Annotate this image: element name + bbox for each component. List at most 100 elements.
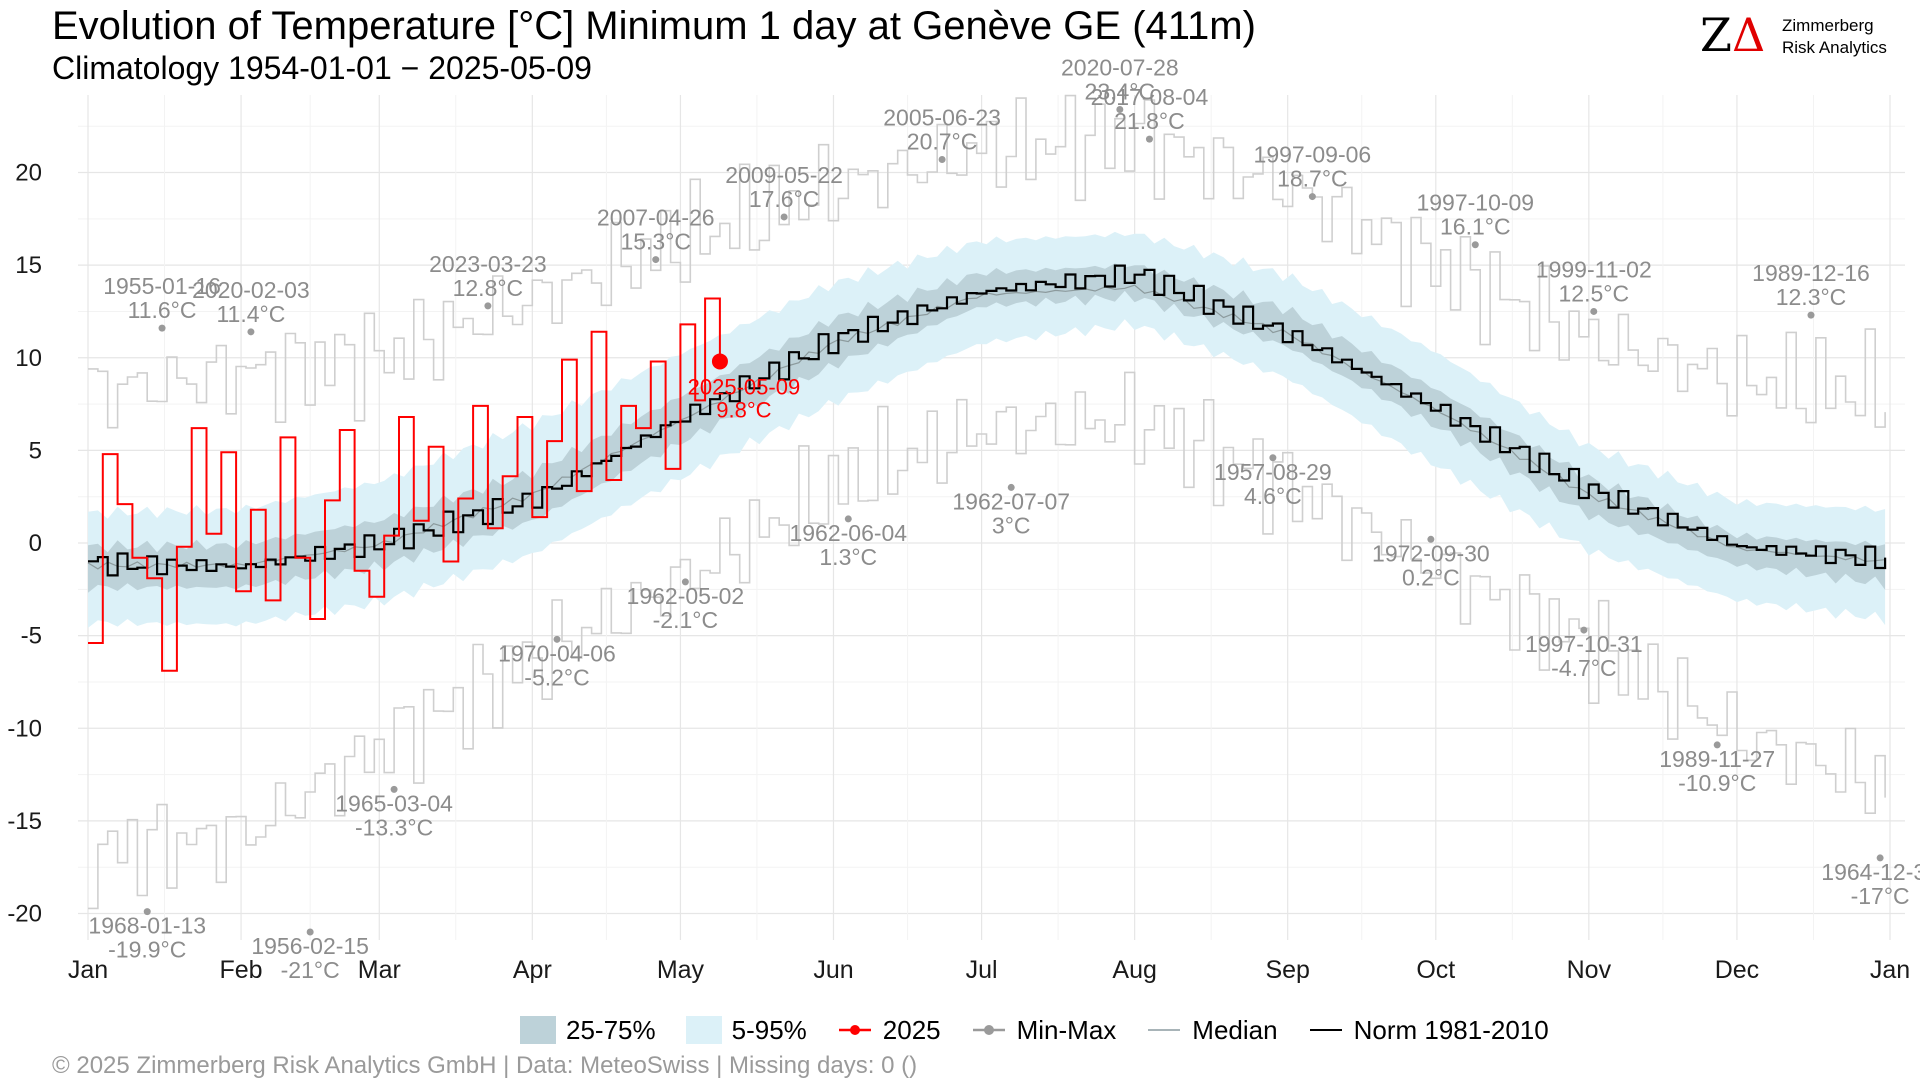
x-tick-label: Jun xyxy=(813,956,853,984)
min-record-point xyxy=(553,635,561,643)
max-record-point xyxy=(484,302,492,310)
legend-item: Median xyxy=(1146,1015,1278,1046)
band-5-95 xyxy=(88,231,1886,628)
y-tick-label: 0 xyxy=(29,530,42,557)
min-record-date: 1956-02-15 xyxy=(251,933,369,959)
max-record-value: 11.6°C xyxy=(128,297,197,323)
legend-swatch-dot xyxy=(983,1025,994,1035)
min-record-value: -17°C xyxy=(1851,883,1910,909)
max-record-date: 2007-04-26 xyxy=(597,205,715,231)
legend-swatch xyxy=(838,1025,871,1035)
temperature-chart: 2025-05-099.8°C 1955-01-1611.6°C2020-02-… xyxy=(7,55,1920,985)
min-record-date: 1989-11-27 xyxy=(1659,746,1775,772)
percentile-bands xyxy=(88,231,1886,628)
x-tick-label: May xyxy=(657,956,705,984)
max-record-value: 16.1°C xyxy=(1440,214,1511,240)
max-record-date: 2020-07-28 xyxy=(1061,55,1179,81)
max-record-value: 21.8°C xyxy=(1114,108,1185,134)
min-record-point xyxy=(1269,454,1277,462)
min-record-value: -13.3°C xyxy=(355,814,433,840)
max-record-point xyxy=(158,324,166,332)
y-tick-label: -5 xyxy=(21,623,42,650)
min-record-point xyxy=(1713,741,1721,749)
min-record-point xyxy=(844,515,852,523)
legend-swatch xyxy=(972,1025,1005,1035)
x-tick-label: Feb xyxy=(219,956,262,984)
min-record-date: 1970-04-06 xyxy=(498,640,616,666)
x-tick-label: Mar xyxy=(358,956,401,984)
brand-logo: ZΔ Zimmerberg Risk Analytics xyxy=(1700,10,1900,60)
max-record-point xyxy=(1308,193,1316,201)
legend-item: 2025 xyxy=(837,1015,941,1046)
min-record-date: 1972-09-30 xyxy=(1372,540,1490,566)
min-record-value: -2.1°C xyxy=(653,607,718,633)
min-record-value: -4.7°C xyxy=(1551,655,1616,681)
min-record-point xyxy=(390,785,398,793)
x-tick-label: Oct xyxy=(1416,956,1455,984)
max-record-value: 20.7°C xyxy=(907,129,978,155)
legend-swatch xyxy=(1309,1029,1342,1031)
min-record-value: -10.9°C xyxy=(1678,770,1756,796)
min-record-point xyxy=(1580,626,1588,634)
min-record-value: 0.2°C xyxy=(1402,564,1460,590)
x-tick-label: Sep xyxy=(1265,956,1309,984)
max-record-date: 2009-05-22 xyxy=(725,162,843,188)
min-record-date: 1968-01-13 xyxy=(88,913,206,939)
max-record-point xyxy=(1590,307,1598,315)
legend-label: 5-95% xyxy=(731,1014,807,1045)
min-record-date: 1962-07-07 xyxy=(952,488,1070,514)
y-tick-label: 10 xyxy=(15,345,42,372)
max-record-value: 11.4°C xyxy=(216,301,285,327)
legend-label: Min-Max xyxy=(1016,1014,1117,1045)
max-record-date: 1955-01-16 xyxy=(103,273,221,299)
max-record-value: 17.6°C xyxy=(749,186,820,212)
min-record-date: 1962-06-04 xyxy=(789,520,907,546)
current-point-value-label: 9.8°C xyxy=(716,397,771,422)
max-record-value: 15.3°C xyxy=(620,229,691,255)
y-tick-label: 15 xyxy=(15,252,42,279)
y-tick-label: 20 xyxy=(15,160,42,187)
legend-swatch-dot xyxy=(849,1025,860,1035)
max-record-date: 2023-03-23 xyxy=(429,251,547,277)
min-record-point xyxy=(1876,854,1884,862)
max-record-point xyxy=(247,328,255,336)
min-record-point xyxy=(143,908,151,916)
axis-labels: 20 15 10 5 0 -5 -10 -15 -20 Jan Feb Mar Apr May Jun Jul… xyxy=(7,160,1910,985)
legend-swatch xyxy=(1148,1029,1181,1031)
max-record-value: 12.5°C xyxy=(1558,280,1629,306)
series-2025-line xyxy=(88,297,721,672)
min-max-envelope xyxy=(88,94,1886,910)
logo-mark: ZΔ xyxy=(1700,10,1765,60)
min-record-date: 1962-05-02 xyxy=(627,583,745,609)
current-point-date-label: 2025-05-09 xyxy=(688,374,801,399)
max-record-date: 1989-12-16 xyxy=(1752,260,1870,286)
max-record-date: 2017-08-04 xyxy=(1091,84,1209,110)
legend-item: 25-75% xyxy=(520,1015,656,1046)
max-record-date: 1997-09-06 xyxy=(1254,142,1372,168)
max-record-date: 2020-02-03 xyxy=(192,277,310,303)
legend-label: 2025 xyxy=(882,1014,941,1045)
max-record-point xyxy=(938,156,946,164)
min-record-point xyxy=(1007,483,1015,491)
min-record-value: -19.9°C xyxy=(108,937,186,963)
x-tick-label: Jul xyxy=(966,956,998,984)
x-tick-label: Apr xyxy=(513,956,552,984)
footer-credit: © 2025 Zimmerberg Risk Analytics GmbH | … xyxy=(52,1052,918,1079)
min-record-value: 1.3°C xyxy=(819,544,877,570)
max-record-point xyxy=(1116,106,1124,114)
logo-text-line1: Zimmerberg xyxy=(1782,16,1874,35)
legend-swatch xyxy=(685,1016,722,1044)
min-record-date: 1964-12-30 xyxy=(1821,859,1920,885)
norm-1981-2010-line xyxy=(88,264,1887,577)
min-envelope-line xyxy=(88,371,1886,910)
x-tick-label: Dec xyxy=(1715,956,1759,984)
min-record-point xyxy=(1427,535,1435,543)
x-tick-label: Aug xyxy=(1112,956,1156,984)
x-tick-label: Nov xyxy=(1567,956,1612,984)
min-record-value: 3°C xyxy=(992,512,1031,538)
y-tick-label: 5 xyxy=(29,437,42,464)
max-record-date: 1999-11-02 xyxy=(1536,256,1652,282)
logo-mark-delta: Δ xyxy=(1731,8,1766,62)
logo-text-line2: Risk Analytics xyxy=(1782,38,1887,57)
min-record-point xyxy=(306,928,314,936)
